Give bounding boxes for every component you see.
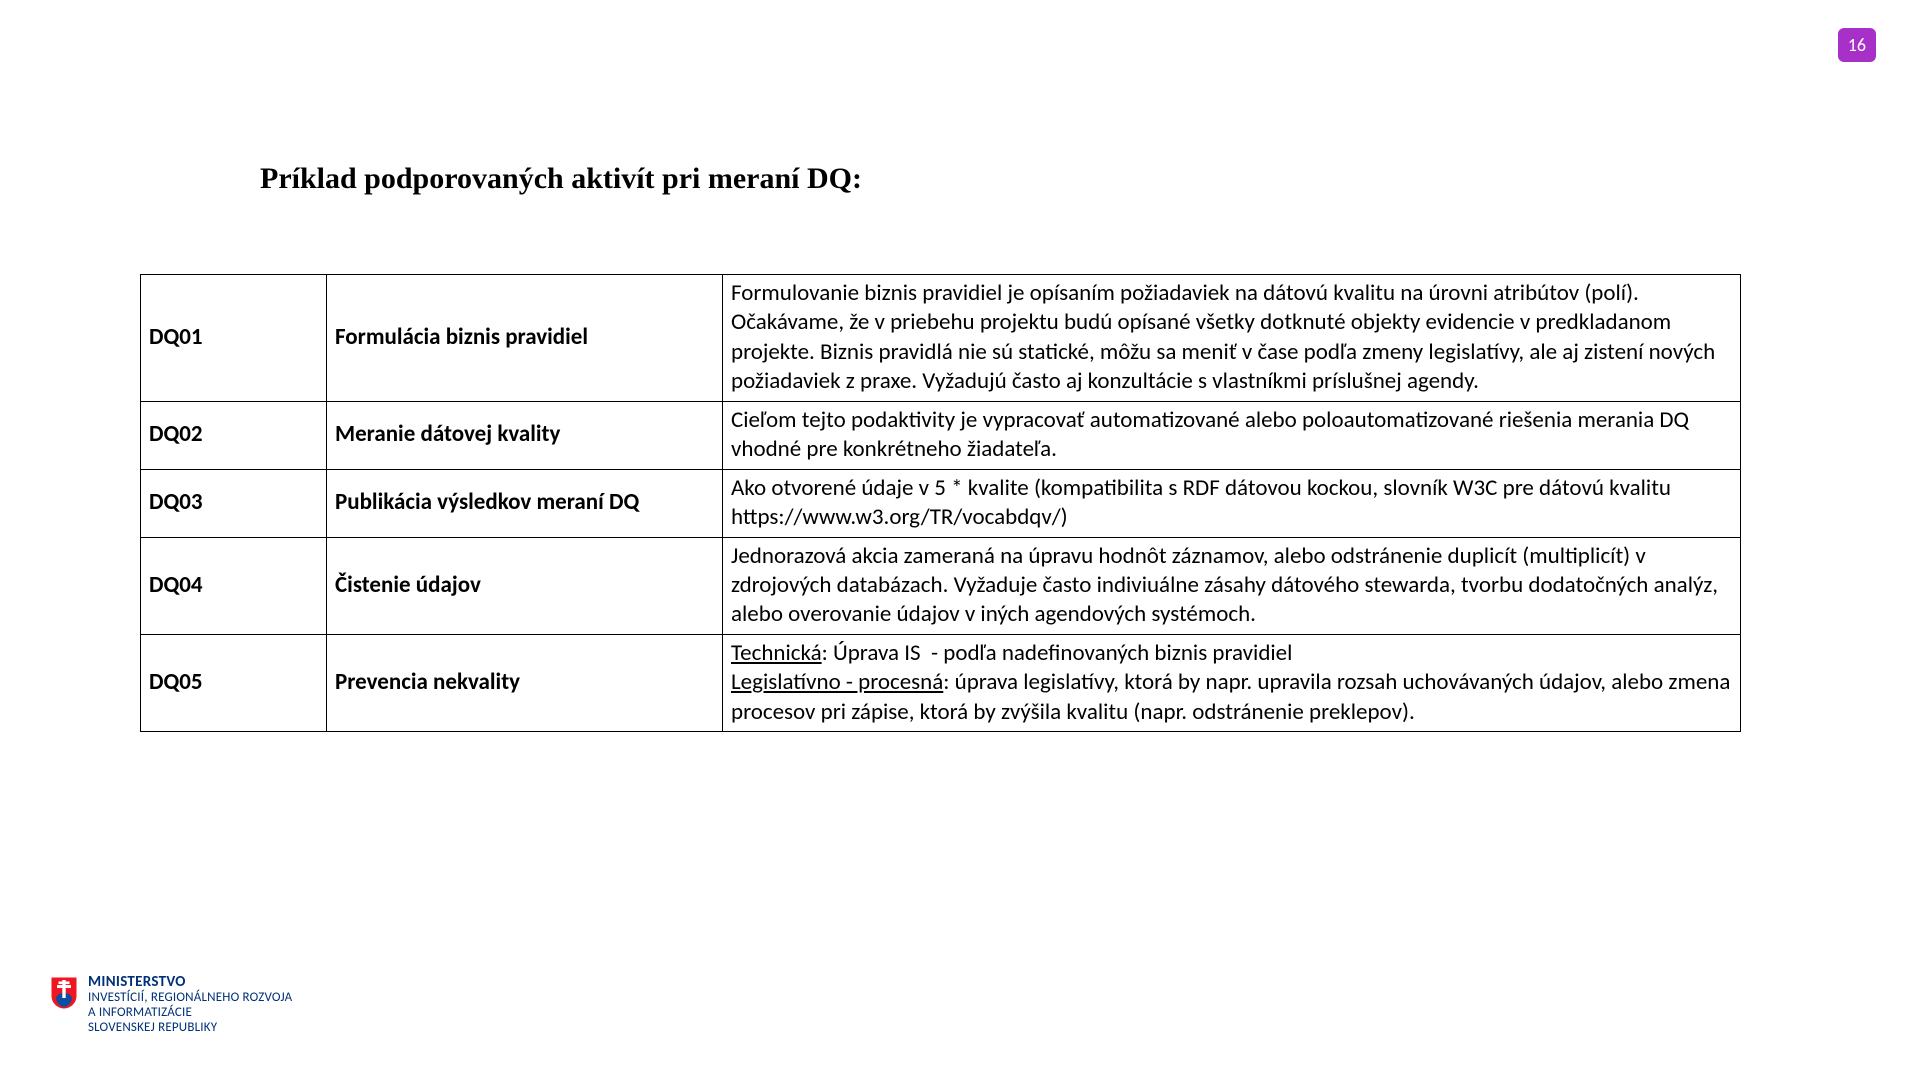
footer-line-4: SLOVENSKEJ REPUBLIKY — [88, 1021, 292, 1036]
slovak-emblem-icon — [50, 976, 78, 1010]
footer-ministry-text: MINISTERSTVO INVESTÍCIÍ, REGIONÁLNEHO RO… — [88, 974, 292, 1036]
dq-description: Formulovanie biznis pravidiel je opísaní… — [723, 275, 1741, 402]
table-row: DQ05Prevencia nekvalityTechnická: Úprava… — [141, 634, 1741, 731]
footer-line-3: A INFORMATIZÁCIE — [88, 1006, 292, 1021]
dq-name: Formulácia biznis pravidiel — [327, 275, 723, 402]
dq-name: Meranie dátovej kvality — [327, 401, 723, 469]
dq-description: Jednorazová akcia zameraná na úpravu hod… — [723, 537, 1741, 634]
dq-description: Ako otvorené údaje v 5 * kvalite (kompat… — [723, 469, 1741, 537]
dq-activities-table: DQ01Formulácia biznis pravidielFormulova… — [140, 274, 1741, 732]
dq-description: Technická: Úprava IS - podľa nadefinovan… — [723, 634, 1741, 731]
table-row: DQ01Formulácia biznis pravidielFormulova… — [141, 275, 1741, 402]
slide-title: Príklad podporovaných aktivít pri meraní… — [260, 162, 862, 196]
dq-name: Prevencia nekvality — [327, 634, 723, 731]
dq-code: DQ02 — [141, 401, 327, 469]
table-row: DQ03Publikácia výsledkov meraní DQAko ot… — [141, 469, 1741, 537]
table-row: DQ02Meranie dátovej kvalityCieľom tejto … — [141, 401, 1741, 469]
dq-name: Publikácia výsledkov meraní DQ — [327, 469, 723, 537]
footer-line-1: MINISTERSTVO — [88, 974, 292, 991]
dq-code: DQ04 — [141, 537, 327, 634]
dq-code: DQ03 — [141, 469, 327, 537]
page-number-badge: 16 — [1838, 28, 1876, 62]
dq-code: DQ01 — [141, 275, 327, 402]
dq-name: Čistenie údajov — [327, 537, 723, 634]
dq-activities-table-container: DQ01Formulácia biznis pravidielFormulova… — [140, 274, 1740, 732]
footer-ministry-logo: MINISTERSTVO INVESTÍCIÍ, REGIONÁLNEHO RO… — [50, 974, 292, 1036]
dq-code: DQ05 — [141, 634, 327, 731]
table-row: DQ04Čistenie údajovJednorazová akcia zam… — [141, 537, 1741, 634]
footer-line-2: INVESTÍCIÍ, REGIONÁLNEHO ROZVOJA — [88, 991, 292, 1006]
dq-description: Cieľom tejto podaktivity je vypracovať a… — [723, 401, 1741, 469]
